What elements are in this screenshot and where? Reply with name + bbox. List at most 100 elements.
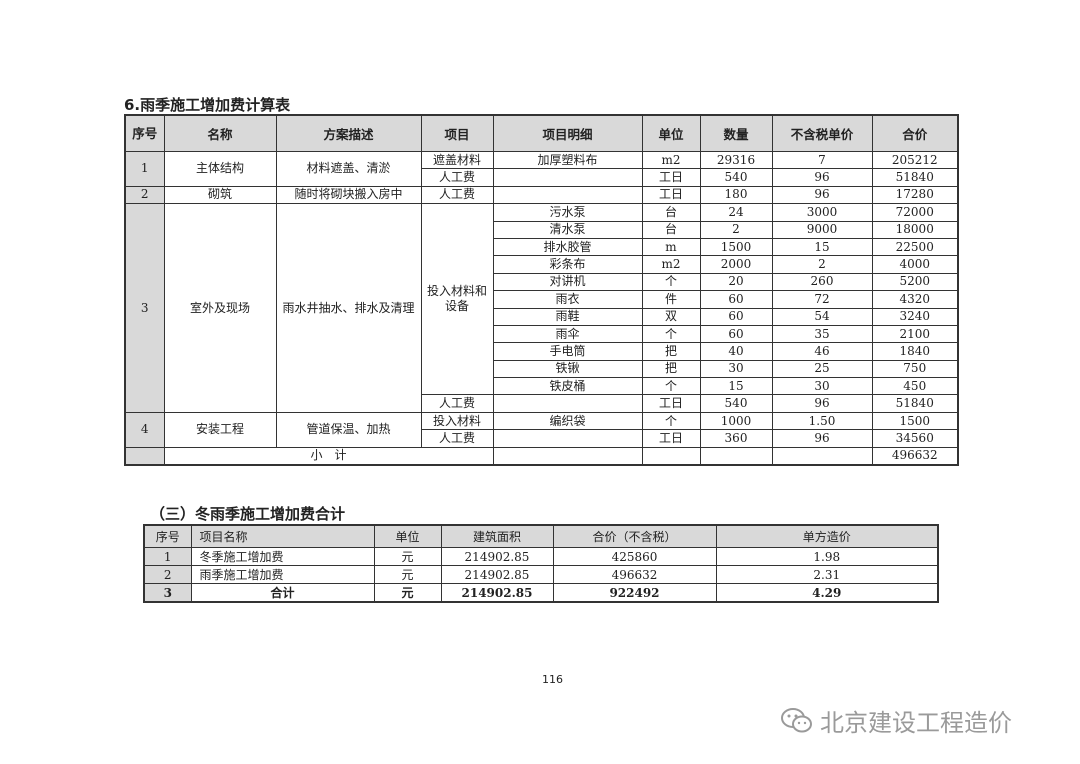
item-name: 冬季施工增加费 <box>190 547 375 566</box>
table-header-row: 序号 名称 方案描述 项目 项目明细 单位 数量 不含税单价 合价 <box>124 114 959 152</box>
column-header: 项目明细 <box>492 114 643 152</box>
table-row: 人工费 工日 540 96 51840 <box>125 168 959 187</box>
item-detail: 雨衣 <box>492 290 643 309</box>
quantity: 1000 <box>699 411 773 431</box>
row-number: 4 <box>124 411 165 448</box>
item-detail: 雨鞋 <box>492 307 643 326</box>
item-detail <box>492 185 643 205</box>
item-name: 雨季施工增加费 <box>190 565 375 584</box>
unit: 元 <box>373 583 442 603</box>
unit: 把 <box>641 359 701 379</box>
total-price: 3240 <box>871 307 959 326</box>
unit-cost: 4.29 <box>715 583 939 603</box>
building-area: 214902.85 <box>440 547 554 566</box>
quantity: 360 <box>699 429 773 448</box>
column-header: 单方造价 <box>715 524 939 548</box>
item-detail <box>492 429 643 448</box>
quantity: 2 <box>699 220 773 239</box>
unit-price: 3000 <box>771 203 873 222</box>
unit: m <box>641 237 701 257</box>
total-price: 750 <box>871 359 959 379</box>
unit: 个 <box>641 272 701 292</box>
watermark: 北京建设工程造价 <box>780 703 1012 738</box>
unit: 工日 <box>641 185 701 205</box>
total-price: 205212 <box>871 150 959 170</box>
plan-description: 雨水井抽水、排水及清理 <box>275 203 422 413</box>
unit: 把 <box>641 342 701 361</box>
unit: m2 <box>641 255 701 274</box>
empty-cell <box>771 446 873 466</box>
table-header-row: 序号 项目名称 单位 建筑面积 合价（不含税） 单方造价 <box>143 524 939 548</box>
total-price: 922492 <box>552 583 717 603</box>
quantity: 2000 <box>699 255 773 274</box>
item-detail: 对讲机 <box>492 272 643 292</box>
subtotal-value: 496632 <box>871 446 959 466</box>
item-detail <box>492 168 643 187</box>
winter-rain-summary-table: 序号 项目名称 单位 建筑面积 合价（不含税） 单方造价 1 冬季施工增加费元 214902.… <box>143 524 939 603</box>
building-area: 214902.85 <box>440 565 554 584</box>
column-header: 项目 <box>420 114 494 152</box>
unit: 工日 <box>641 168 701 187</box>
row-number: 2 <box>143 565 192 584</box>
unit-price: 15 <box>771 237 873 257</box>
table-row: 对讲机个 20 260 5200 <box>125 272 959 292</box>
table-row: 3 室外及现场 雨水井抽水、排水及清理 投入材料和设备 污水泵台 24 3000 72000 <box>124 203 959 413</box>
unit-cost: 2.31 <box>715 565 939 584</box>
item-detail: 污水泵 <box>492 203 643 222</box>
total-price: 17280 <box>871 185 959 205</box>
total-price: 5200 <box>871 272 959 292</box>
unit-price: 72 <box>771 290 873 309</box>
plan-description: 随时将砌块搬入房中 <box>275 185 422 205</box>
item-detail: 手电筒 <box>492 342 643 361</box>
unit-price: 96 <box>771 394 873 413</box>
total-price: 72000 <box>871 203 959 222</box>
plan-description: 管道保温、加热 <box>275 411 422 448</box>
table1-title: 6.雨季施工增加费计算表 <box>124 96 291 114</box>
unit-price: 7 <box>771 150 873 170</box>
total-price: 51840 <box>871 168 959 187</box>
table-row: 人工费 工日 360 96 34560 <box>125 429 959 448</box>
column-header: 合价（不含税） <box>552 524 717 548</box>
total-price: 2100 <box>871 324 959 344</box>
column-header: 不含税单价 <box>771 114 873 152</box>
column-header: 建筑面积 <box>440 524 554 548</box>
unit-price: 25 <box>771 359 873 379</box>
row-number: 2 <box>124 185 165 205</box>
column-header: 序号 <box>143 524 192 548</box>
subtotal-row: 小 计 496632 <box>124 446 959 466</box>
table-row: 排水胶管 m 1500 15 22500 <box>125 237 959 257</box>
quantity: 540 <box>699 168 773 187</box>
quantity: 60 <box>699 307 773 326</box>
unit: 台 <box>641 220 701 239</box>
page-number: 116 <box>542 673 563 686</box>
column-header: 名称 <box>163 114 277 152</box>
table-row: 2 砌筑 随时将砌块搬入房中 人工费 工日 180 96 17280 <box>124 185 959 205</box>
item-name: 合计 <box>190 583 375 603</box>
item-category: 人工费 <box>420 394 494 413</box>
item-category: 遮盖材料 <box>420 150 494 170</box>
empty-cell <box>641 446 701 466</box>
watermark-text: 北京建设工程造价 <box>820 709 1012 737</box>
table-row: 1 主体结构 材料遮盖、清淤 遮盖材料 加厚塑料布 m2 29316 7 205212 <box>124 150 959 187</box>
item-detail: 清水泵 <box>492 220 643 239</box>
table2-title: （三）冬雨季施工增加费合计 <box>150 505 346 523</box>
item-category: 人工费 <box>420 429 494 448</box>
column-header: 序号 <box>124 114 165 152</box>
unit-price: 260 <box>771 272 873 292</box>
quantity: 24 <box>699 203 773 222</box>
item-detail: 铁皮桶 <box>492 377 643 396</box>
unit-price: 35 <box>771 324 873 344</box>
total-price: 425860 <box>552 547 717 566</box>
quantity: 30 <box>699 359 773 379</box>
unit-price: 54 <box>771 307 873 326</box>
total-price: 1840 <box>871 342 959 361</box>
unit: m2 <box>641 150 701 170</box>
quantity: 180 <box>699 185 773 205</box>
row-number: 3 <box>124 203 165 413</box>
column-header: 单位 <box>641 114 701 152</box>
unit: 件 <box>641 290 701 309</box>
unit-price: 30 <box>771 377 873 396</box>
item-name: 主体结构 <box>163 151 277 187</box>
row-number: 1 <box>124 151 165 187</box>
row-number: 3 <box>143 583 192 603</box>
